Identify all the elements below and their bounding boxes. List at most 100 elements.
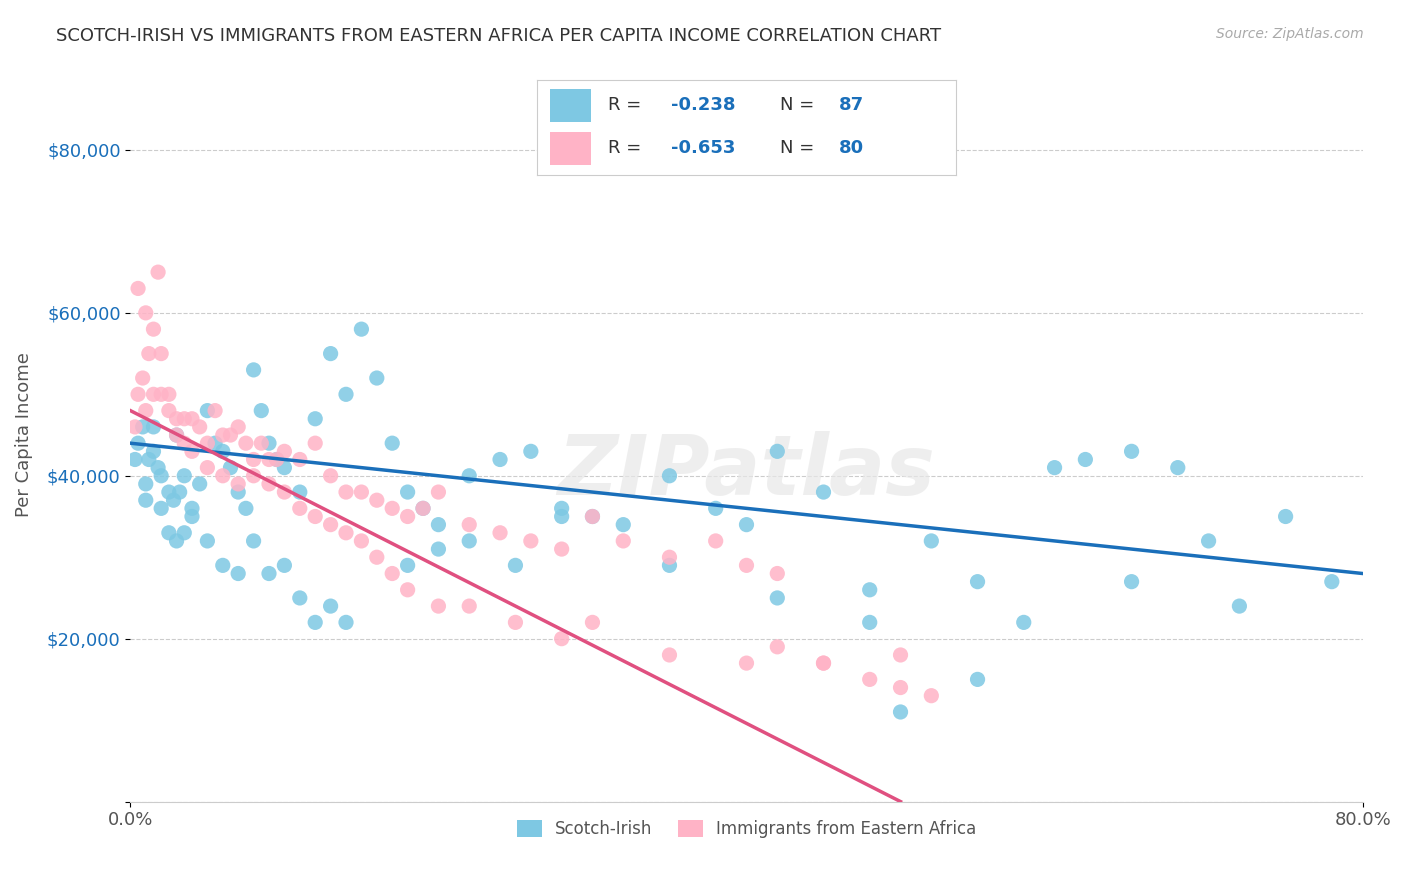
Point xyxy=(288,485,311,500)
Point xyxy=(235,501,257,516)
Point xyxy=(288,501,311,516)
Point xyxy=(335,615,357,630)
Point xyxy=(250,403,273,417)
Point xyxy=(219,460,242,475)
Point xyxy=(157,485,180,500)
Point xyxy=(520,444,543,458)
Point xyxy=(920,689,942,703)
Point xyxy=(157,403,180,417)
Point xyxy=(581,509,603,524)
Point xyxy=(146,460,169,475)
Point xyxy=(250,436,273,450)
Point xyxy=(966,574,988,589)
Point xyxy=(550,542,572,557)
Point xyxy=(211,444,233,458)
Point xyxy=(859,582,882,597)
Point xyxy=(242,363,264,377)
Point xyxy=(181,509,204,524)
Point xyxy=(135,477,157,491)
Point xyxy=(304,411,326,425)
Point xyxy=(520,533,543,548)
Point xyxy=(150,387,173,401)
Point xyxy=(427,599,450,613)
Point xyxy=(813,485,835,500)
Point xyxy=(396,582,419,597)
Point xyxy=(211,558,233,573)
Point xyxy=(1320,574,1343,589)
Point xyxy=(735,558,758,573)
Point xyxy=(859,615,882,630)
Point xyxy=(735,656,758,670)
Point xyxy=(766,640,789,654)
Point xyxy=(142,444,165,458)
Point xyxy=(766,444,789,458)
Point xyxy=(166,533,188,548)
Point xyxy=(138,346,160,360)
Point xyxy=(304,436,326,450)
Point xyxy=(658,648,681,662)
Point xyxy=(612,533,634,548)
Point xyxy=(1229,599,1251,613)
Point xyxy=(889,705,911,719)
Point xyxy=(211,428,233,442)
Point xyxy=(813,656,835,670)
Text: SCOTCH-IRISH VS IMMIGRANTS FROM EASTERN AFRICA PER CAPITA INCOME CORRELATION CHA: SCOTCH-IRISH VS IMMIGRANTS FROM EASTERN … xyxy=(56,27,942,45)
Point xyxy=(173,525,195,540)
Point xyxy=(489,525,512,540)
Point xyxy=(889,648,911,662)
Point xyxy=(920,533,942,548)
Point xyxy=(412,501,434,516)
Point xyxy=(127,387,149,401)
Point xyxy=(131,420,153,434)
Point xyxy=(226,477,249,491)
Point xyxy=(166,428,188,442)
Point xyxy=(288,591,311,605)
Point xyxy=(266,452,288,467)
Point xyxy=(181,444,204,458)
Point xyxy=(335,485,357,500)
Point xyxy=(412,501,434,516)
Point xyxy=(319,346,342,360)
Point xyxy=(288,452,311,467)
Point xyxy=(162,493,184,508)
Point xyxy=(766,591,789,605)
Point xyxy=(704,533,727,548)
Point xyxy=(150,346,173,360)
Point xyxy=(350,322,373,336)
Point xyxy=(458,533,481,548)
Point xyxy=(550,632,572,646)
Point xyxy=(173,411,195,425)
Point xyxy=(366,493,388,508)
Point xyxy=(458,468,481,483)
Point xyxy=(381,436,404,450)
Point xyxy=(381,501,404,516)
Point xyxy=(204,403,226,417)
Point xyxy=(273,485,295,500)
Point xyxy=(813,656,835,670)
Point xyxy=(195,403,218,417)
Point xyxy=(127,281,149,295)
Point xyxy=(135,306,157,320)
Point xyxy=(658,558,681,573)
Point xyxy=(195,460,218,475)
Point xyxy=(350,485,373,500)
Point xyxy=(150,501,173,516)
Point xyxy=(704,501,727,516)
Point xyxy=(505,558,527,573)
Y-axis label: Per Capita Income: Per Capita Income xyxy=(15,352,32,517)
Point xyxy=(1121,444,1143,458)
Text: ZIPatlas: ZIPatlas xyxy=(558,431,935,512)
Point xyxy=(242,468,264,483)
Point xyxy=(366,371,388,385)
Point xyxy=(381,566,404,581)
Point xyxy=(173,436,195,450)
Point xyxy=(150,468,173,483)
Point xyxy=(859,673,882,687)
Point xyxy=(396,485,419,500)
Point xyxy=(335,525,357,540)
Point xyxy=(124,452,146,467)
Point xyxy=(166,428,188,442)
Point xyxy=(335,387,357,401)
Point xyxy=(350,533,373,548)
Point xyxy=(304,615,326,630)
